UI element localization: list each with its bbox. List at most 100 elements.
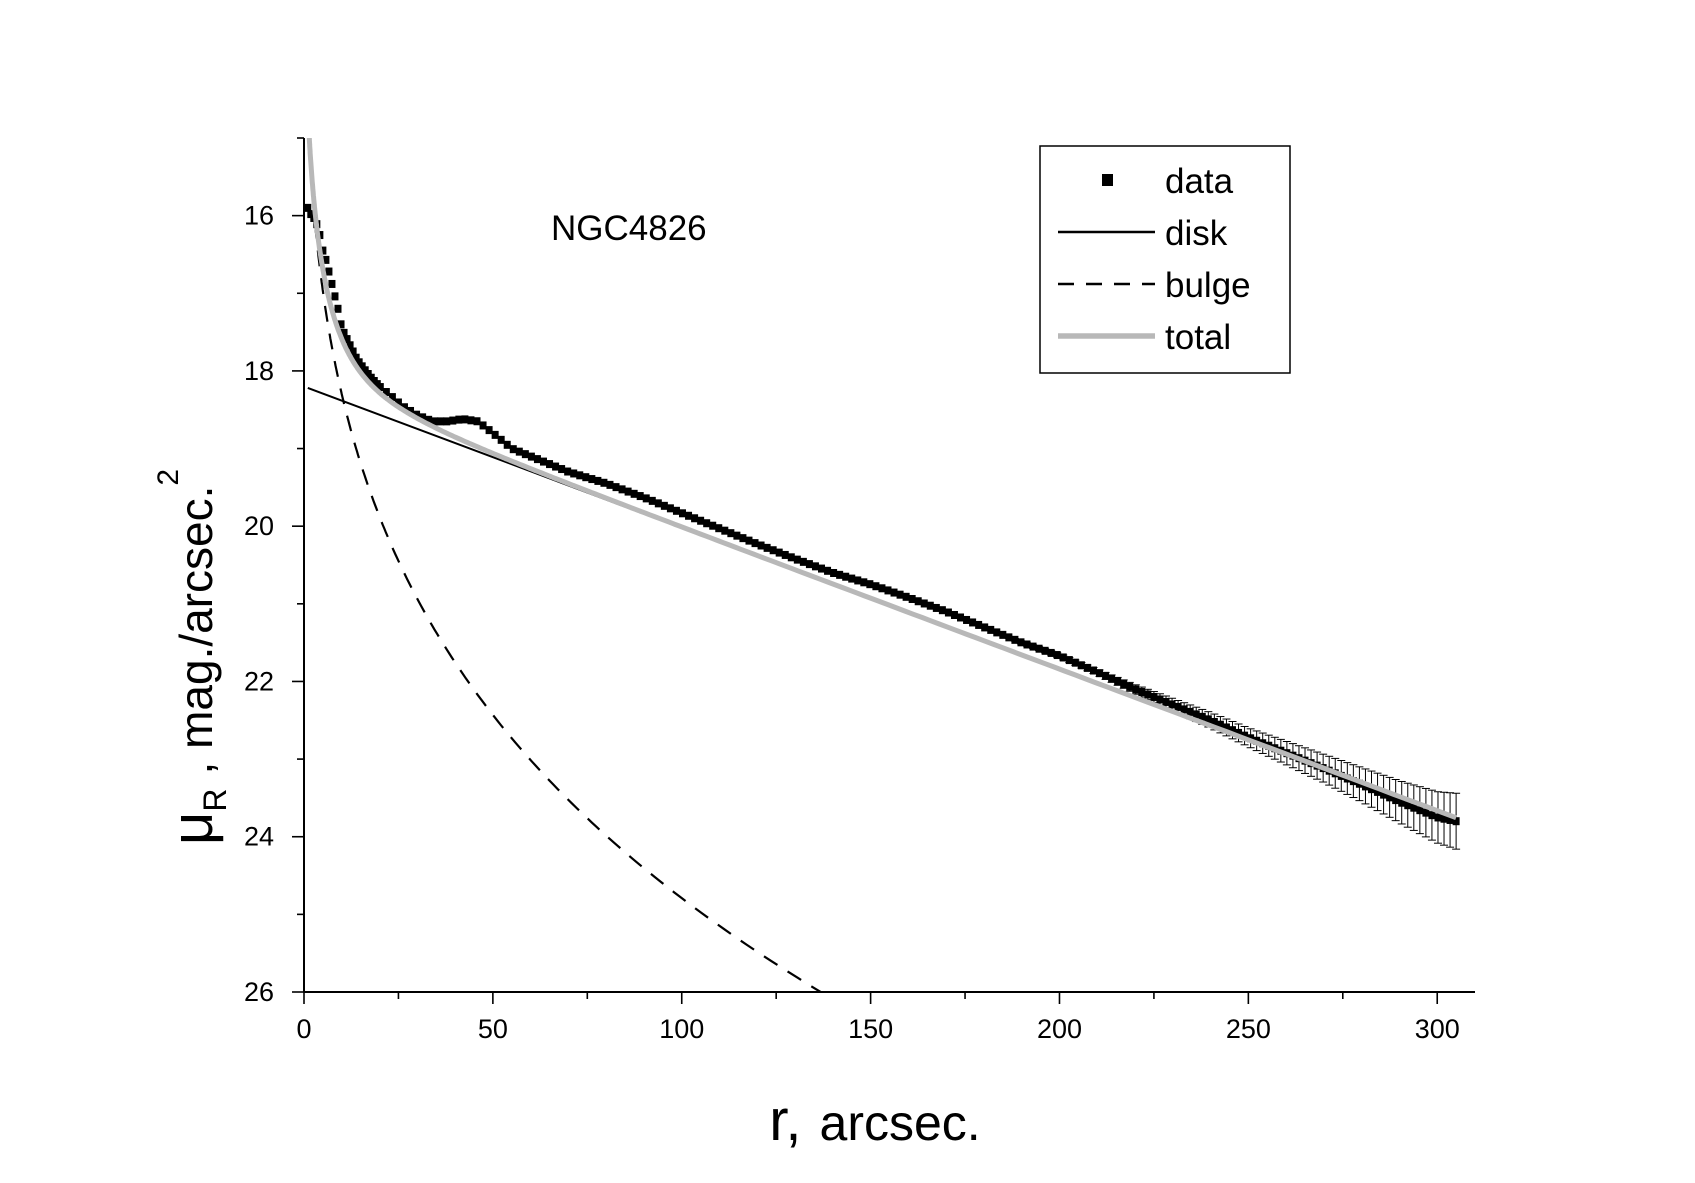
data-point — [1452, 817, 1460, 826]
data-point — [1386, 793, 1394, 802]
data-point — [805, 560, 813, 569]
legend-label-data: data — [1165, 162, 1234, 201]
data-point — [763, 543, 771, 552]
y-axis-label-unit: , mag./arcsec. — [170, 486, 222, 775]
data-point — [1374, 787, 1382, 796]
legend: data disk bulge total — [1039, 145, 1291, 374]
y-axis-label: μR , mag./arcsec.2 — [152, 469, 233, 845]
data-point — [1198, 712, 1206, 721]
data-point — [1168, 700, 1176, 709]
data-point — [920, 599, 928, 608]
y-tick-label: 26 — [244, 977, 274, 1007]
data-point — [328, 279, 336, 288]
data-point — [787, 553, 795, 562]
data-point — [497, 435, 505, 444]
data-point — [576, 471, 584, 480]
data-point — [642, 494, 650, 503]
data-point — [1398, 798, 1406, 807]
y-axis-label-unit-text: mag./arcsec. — [170, 486, 222, 749]
data-point — [546, 460, 554, 469]
data-point — [854, 576, 862, 585]
data-point — [703, 519, 711, 528]
data-point — [515, 447, 523, 456]
data-point — [1392, 796, 1400, 805]
data-point — [648, 496, 656, 505]
axes: 0 50 100 150 200 250 300 16 18 20 22 24 26 — [244, 137, 1475, 1044]
y-axis-label-subscript: R — [197, 788, 233, 811]
data-point — [1083, 663, 1091, 672]
data-point — [382, 388, 390, 397]
data-point — [1029, 642, 1037, 651]
data-point — [1089, 666, 1097, 675]
data-point — [1071, 658, 1079, 667]
data-point — [527, 452, 535, 461]
data-point — [878, 584, 886, 593]
data-point — [981, 623, 989, 632]
data-point — [715, 524, 723, 533]
data-point — [1241, 731, 1249, 740]
data-point — [890, 588, 898, 597]
x-tick-label: 0 — [296, 1014, 311, 1044]
data-point — [999, 630, 1007, 639]
data-point — [437, 417, 445, 426]
data-point — [618, 485, 626, 494]
data-point — [975, 620, 983, 629]
data-point — [757, 541, 765, 550]
data-point — [1077, 661, 1085, 670]
data-point — [630, 489, 638, 498]
data-point — [1047, 648, 1055, 657]
data-point — [331, 292, 339, 301]
data-point — [872, 582, 880, 591]
data-point — [914, 597, 922, 606]
data-point — [1361, 782, 1369, 791]
data-point — [606, 480, 614, 489]
y-axis-label-symbol: μ — [160, 812, 225, 845]
data-point — [449, 416, 457, 425]
data-point — [491, 430, 499, 439]
data-point — [1041, 646, 1049, 655]
data-point — [582, 473, 590, 482]
data-point — [950, 610, 958, 619]
data-point — [993, 628, 1001, 637]
data-point — [425, 415, 433, 424]
data-point — [346, 341, 354, 350]
data-point — [1380, 790, 1388, 799]
y-tick-label: 18 — [244, 356, 274, 386]
data-point — [660, 501, 668, 510]
data-point — [1192, 710, 1200, 719]
data-point — [678, 509, 686, 518]
data-point — [987, 625, 995, 634]
data-point — [455, 415, 463, 424]
data-point — [419, 413, 427, 422]
data-point — [691, 514, 699, 523]
data-point — [824, 566, 832, 575]
data-point — [963, 615, 971, 624]
data-point — [932, 603, 940, 612]
data-point — [1446, 815, 1454, 824]
data-point — [1126, 682, 1134, 691]
data-point — [1065, 656, 1073, 665]
data-point — [1150, 692, 1158, 701]
data-point — [969, 618, 977, 627]
data-point — [1210, 717, 1218, 726]
data-point — [624, 487, 632, 496]
data-point — [337, 320, 345, 329]
data-point — [376, 383, 384, 392]
data-point — [799, 557, 807, 566]
data-point — [1102, 671, 1110, 680]
data-point — [1162, 697, 1170, 706]
data-point — [413, 410, 421, 419]
data-point — [842, 572, 850, 581]
data-point — [479, 421, 487, 430]
x-axis-label: r, arcsec. — [769, 1088, 980, 1153]
data-point — [697, 516, 705, 525]
total-line — [306, 138, 1457, 821]
data-point — [769, 546, 777, 555]
data-point — [503, 440, 511, 449]
data-point — [811, 562, 819, 571]
data-point — [325, 267, 333, 276]
data-point — [473, 417, 481, 426]
data-point — [1120, 680, 1128, 689]
data-point — [751, 539, 759, 548]
